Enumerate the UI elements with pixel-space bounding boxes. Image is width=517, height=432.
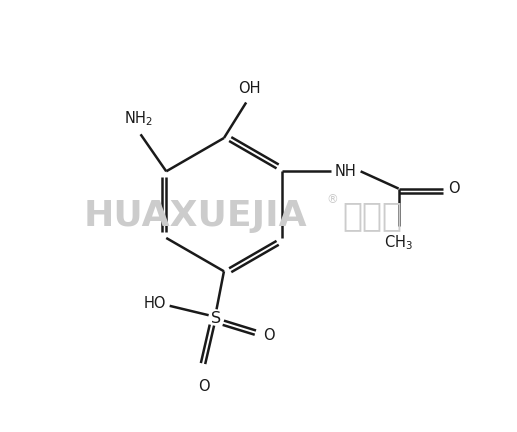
Text: O: O <box>448 181 460 196</box>
Text: O: O <box>264 328 275 343</box>
Text: ®: ® <box>327 193 339 206</box>
Text: S: S <box>211 311 222 326</box>
Text: NH: NH <box>335 164 357 179</box>
Text: OH: OH <box>238 81 261 96</box>
Text: CH$_3$: CH$_3$ <box>384 233 413 252</box>
Text: NH$_2$: NH$_2$ <box>124 109 153 128</box>
Text: HO: HO <box>143 296 166 311</box>
Text: O: O <box>199 379 210 394</box>
Text: 化学加: 化学加 <box>342 200 402 232</box>
Text: HUAXUEJIA: HUAXUEJIA <box>83 199 307 233</box>
